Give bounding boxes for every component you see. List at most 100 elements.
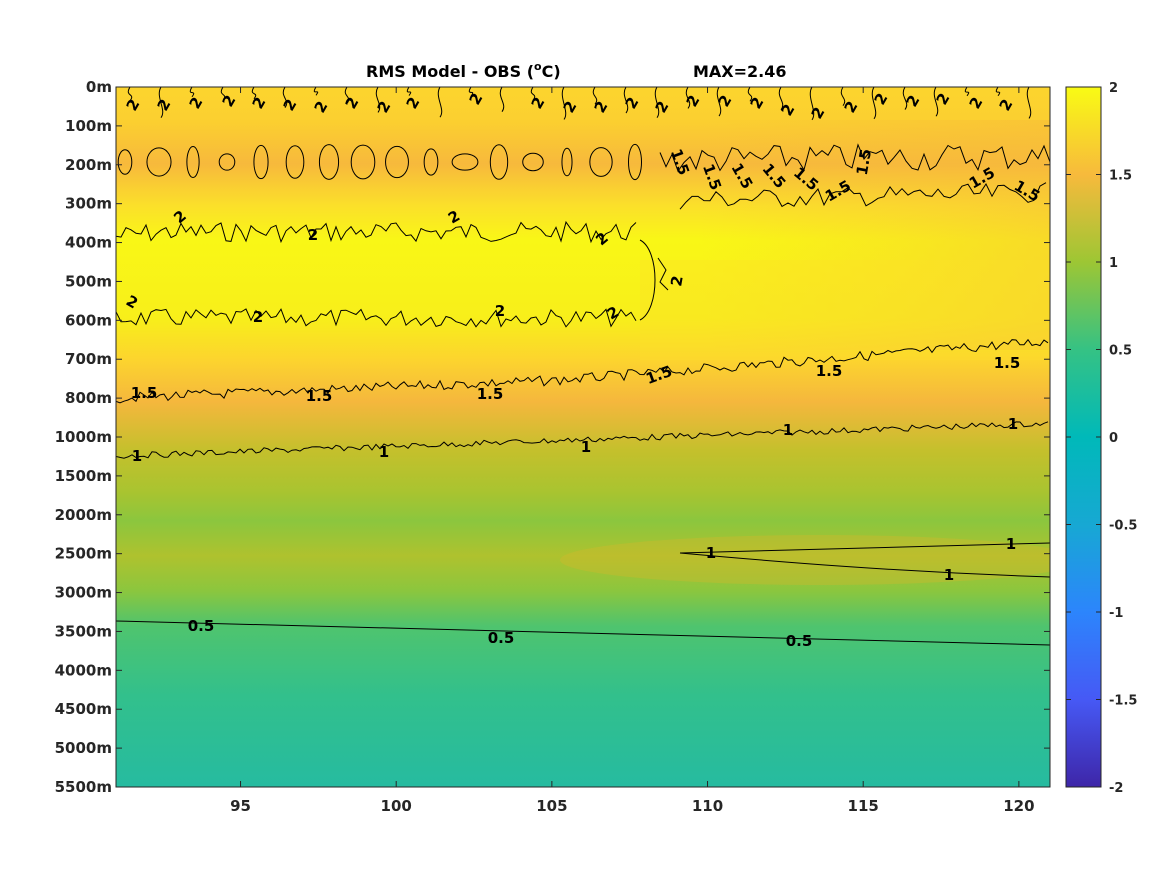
y-axis: 0m 100m 200m 300m 400m 500m 600m 700m 800m 1000m 1… (55, 78, 1050, 796)
contour-label: 0.5 (488, 629, 515, 647)
y-tick-label: 300m (65, 195, 112, 213)
contour-label: 2 (667, 274, 687, 287)
contour-2-closed (451, 153, 479, 171)
contour-label: 1.5 (306, 387, 333, 405)
contour-label: 1.5 (131, 384, 158, 402)
y-tick-label: 1500m (55, 467, 112, 485)
contour-label: 1.5 (994, 354, 1021, 372)
contour-2-closed (589, 147, 613, 177)
contour-2-closed (285, 145, 305, 179)
y-tick-label: 100m (65, 117, 112, 135)
contour-2-surface (623, 87, 629, 114)
contour-2-surface (158, 87, 164, 118)
colorbar-tick-label: -1 (1109, 606, 1123, 621)
x-tick-label: 115 (848, 797, 879, 815)
contour-label: 1.5 (816, 362, 843, 380)
contour-1-5-lower (679, 182, 1047, 210)
colorbar-tick-label: 1 (1109, 256, 1118, 271)
contour-2-closed (489, 144, 509, 180)
y-tick-label: 800m (65, 389, 112, 407)
contour-2-surface (251, 87, 257, 100)
y-tick-label: 2500m (55, 545, 112, 563)
x-tick-label: 120 (1003, 797, 1034, 815)
contour-2-surface (220, 87, 226, 101)
contour-2-surface (592, 87, 598, 105)
contour-2-surface (282, 87, 288, 109)
y-tick-label: 4500m (55, 700, 112, 718)
contour-2-surface (561, 87, 567, 120)
contour-2-surface (747, 87, 753, 102)
contour-label: 1 (706, 544, 716, 562)
contour-2-surface (871, 87, 877, 120)
contour-2-closed (627, 143, 643, 181)
colorbar: 2 1.5 1 0.5 0 -0.5 -1 -1.5 -2 (1065, 81, 1137, 796)
contour-2-closed (350, 144, 376, 180)
y-tick-label: 200m (65, 156, 112, 174)
contour-2-closed (522, 152, 544, 172)
contour-2-surface (375, 87, 381, 113)
contour-2-closed (561, 147, 573, 177)
contour-label: 2 (308, 226, 318, 244)
y-tick-label: 700m (65, 350, 112, 368)
y-tick-label: 500m (65, 272, 112, 290)
contour-label: 1 (1006, 535, 1016, 553)
contour-2-surface (933, 87, 939, 117)
contour-label: 2 (253, 308, 263, 326)
y-tick-label: 3500m (55, 622, 112, 640)
y-tick-label: 1000m (55, 428, 112, 446)
x-tick-label: 110 (692, 797, 723, 815)
colorbar-ticks: 2 1.5 1 0.5 0 -0.5 -1 -1.5 -2 (1066, 81, 1137, 796)
y-tick-label: 2000m (55, 506, 112, 524)
contour-2-fragment (657, 257, 669, 291)
colorbar-tick-label: -2 (1109, 781, 1123, 796)
x-tick-label: 100 (381, 797, 412, 815)
contour-2-cap (639, 239, 656, 321)
contour-2-closed (423, 148, 439, 176)
contour-1-5-deep (116, 338, 1049, 404)
contour-label: 1 (379, 443, 389, 461)
max-annotation: MAX=2.46 (693, 62, 787, 81)
contour-label: 0.5 (188, 617, 215, 635)
contour-2-surface (127, 87, 133, 102)
contour-2-surface (654, 87, 660, 119)
colorbar-tick-label: -0.5 (1109, 519, 1137, 534)
contour-2-surface (189, 87, 195, 98)
y-tick-label: 5500m (55, 778, 112, 796)
contour-2-surface (716, 87, 722, 117)
contour-2-closed (253, 144, 269, 180)
colorbar-tick-label: 2 (1109, 81, 1118, 96)
heatmap-field (116, 87, 1050, 787)
contour-2-closed (318, 144, 340, 180)
contour-2-surface (437, 87, 443, 118)
contour-1-shallow (116, 421, 1049, 459)
colorbar-gradient (1065, 86, 1102, 788)
y-tick-label: 400m (65, 234, 112, 252)
contour-2-closed (146, 147, 172, 177)
contour-2-surface (1026, 87, 1032, 119)
y-tick-label: 0m (86, 78, 112, 96)
y-tick-label: 600m (65, 311, 112, 329)
contour-2-closed (117, 149, 133, 175)
contour-label: 1 (783, 421, 793, 439)
contour-label: 1.5 (477, 385, 504, 403)
chart-title: RMS Model - OBS (oC) (366, 60, 561, 81)
contour-2-surface (468, 87, 474, 97)
contour-2-surface (995, 87, 1001, 97)
contour-2-surface (313, 87, 319, 96)
contour-2-closed (218, 153, 236, 171)
contour-1-deep-lower (679, 552, 1050, 578)
contour-label: 1 (581, 438, 591, 456)
contour-label: 1 (944, 566, 954, 584)
contour-2-surface (530, 87, 536, 101)
x-tick-label: 95 (230, 797, 251, 815)
contour-label: 1 (1008, 415, 1018, 433)
contour-label: 1.5 (853, 147, 875, 176)
colorbar-tick-label: 0.5 (1109, 344, 1132, 359)
colorbar-tick-label: 0 (1109, 431, 1118, 446)
contour-2-surface (685, 87, 691, 109)
contour-2-closed (186, 145, 200, 179)
x-tick-label: 105 (536, 797, 567, 815)
y-tick-label: 5000m (55, 739, 112, 757)
colorbar-tick-label: -1.5 (1109, 694, 1137, 709)
contour-2-surface (809, 87, 815, 121)
